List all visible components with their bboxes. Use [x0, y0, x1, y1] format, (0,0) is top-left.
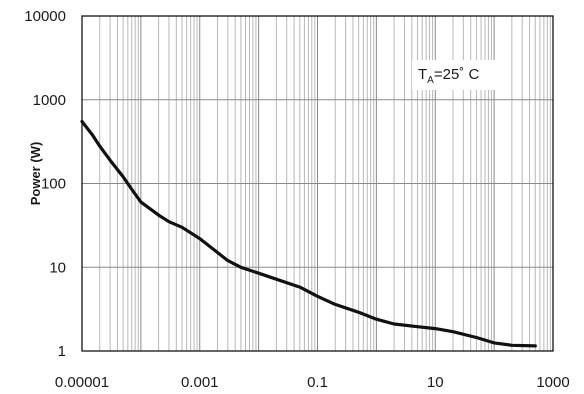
x-tick-label: 1000	[536, 374, 569, 391]
x-tick-label: 0.00001	[55, 374, 109, 391]
annotation-main: T	[418, 66, 427, 83]
y-tick-label: 1000	[33, 92, 66, 109]
y-tick-label: 10000	[24, 8, 66, 25]
annotation-subscript: A	[427, 75, 434, 86]
y-tick-labels: 1 10 100 1000 10000	[24, 8, 66, 360]
y-axis-label: Power (W)	[28, 142, 43, 206]
annotation-rest: =25˚ C	[434, 66, 480, 83]
x-tick-labels: 0.00001 0.001 0.1 10 1000	[55, 374, 570, 391]
y-tick-label: 1	[58, 343, 66, 360]
y-tick-label: 100	[41, 176, 66, 193]
x-tick-label: 10	[427, 374, 444, 391]
x-tick-label: 0.1	[307, 374, 328, 391]
plot-frame	[81, 15, 554, 352]
temperature-annotation: TA=25˚ C	[412, 60, 510, 90]
series-layer	[80, 119, 537, 348]
annotation-box	[412, 60, 510, 90]
x-tick-label: 0.001	[181, 374, 219, 391]
annotation-text: TA=25˚ C	[418, 66, 479, 86]
power-curve-line	[80, 119, 537, 348]
y-tick-label: 10	[49, 259, 66, 276]
